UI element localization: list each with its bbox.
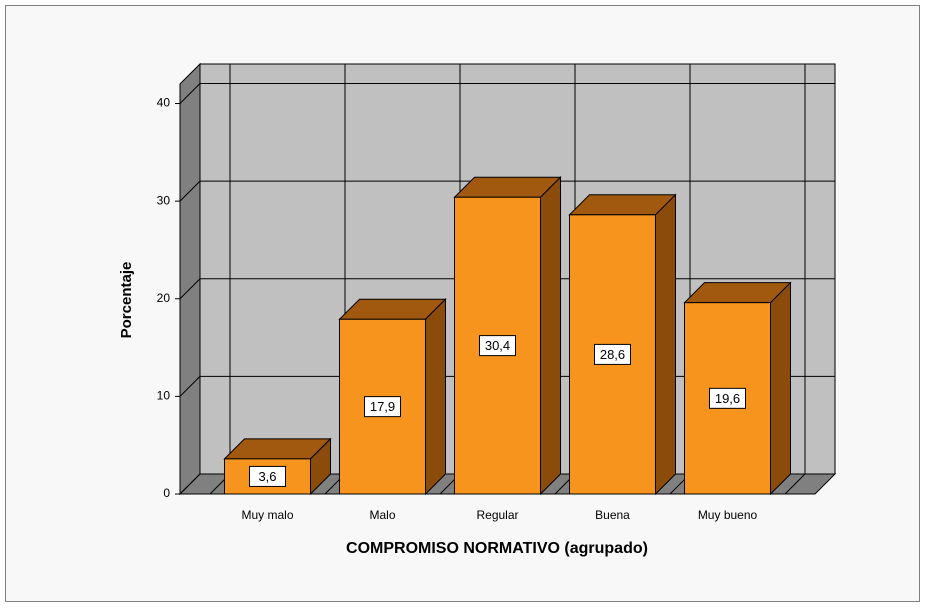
grid-line-side bbox=[179, 278, 201, 300]
grid-line-side bbox=[179, 473, 201, 495]
y-tick-label: 40 bbox=[157, 96, 171, 110]
x-tick-label: Buena bbox=[595, 508, 630, 522]
value-label: 3,6 bbox=[258, 469, 276, 484]
grid-line-side bbox=[179, 376, 201, 397]
x-tick-label: Muy malo bbox=[241, 508, 293, 522]
x-tick-label: Regular bbox=[476, 508, 518, 522]
value-label-box bbox=[364, 396, 401, 418]
value-label-box bbox=[709, 387, 746, 409]
x-tick-label: Muy bueno bbox=[698, 508, 758, 522]
value-label-box bbox=[479, 335, 516, 357]
bar-side bbox=[425, 298, 446, 496]
y-tick-label: 10 bbox=[157, 389, 171, 403]
y-tick-label: 30 bbox=[157, 193, 171, 207]
bar-side bbox=[770, 281, 791, 496]
bar-side bbox=[540, 176, 561, 496]
value-label-box bbox=[594, 343, 631, 365]
grid-line-side bbox=[179, 83, 201, 104]
grid-line-side bbox=[179, 180, 201, 202]
x-tick-label: Malo bbox=[369, 508, 395, 522]
x-axis-title: COMPROMISO NORMATIVO (agrupado) bbox=[346, 540, 648, 557]
y-axis-title: Porcentaje bbox=[118, 262, 135, 339]
y-tick-label: 0 bbox=[163, 486, 170, 500]
bar-side bbox=[655, 193, 676, 496]
value-label: 30,4 bbox=[485, 338, 510, 353]
left-wall bbox=[179, 62, 201, 496]
value-label: 19,6 bbox=[715, 391, 740, 406]
value-label: 17,9 bbox=[370, 399, 395, 414]
floor-divider bbox=[784, 473, 806, 495]
y-tick-label: 20 bbox=[157, 291, 171, 305]
value-label-box bbox=[249, 465, 286, 487]
value-label: 28,6 bbox=[600, 347, 625, 362]
